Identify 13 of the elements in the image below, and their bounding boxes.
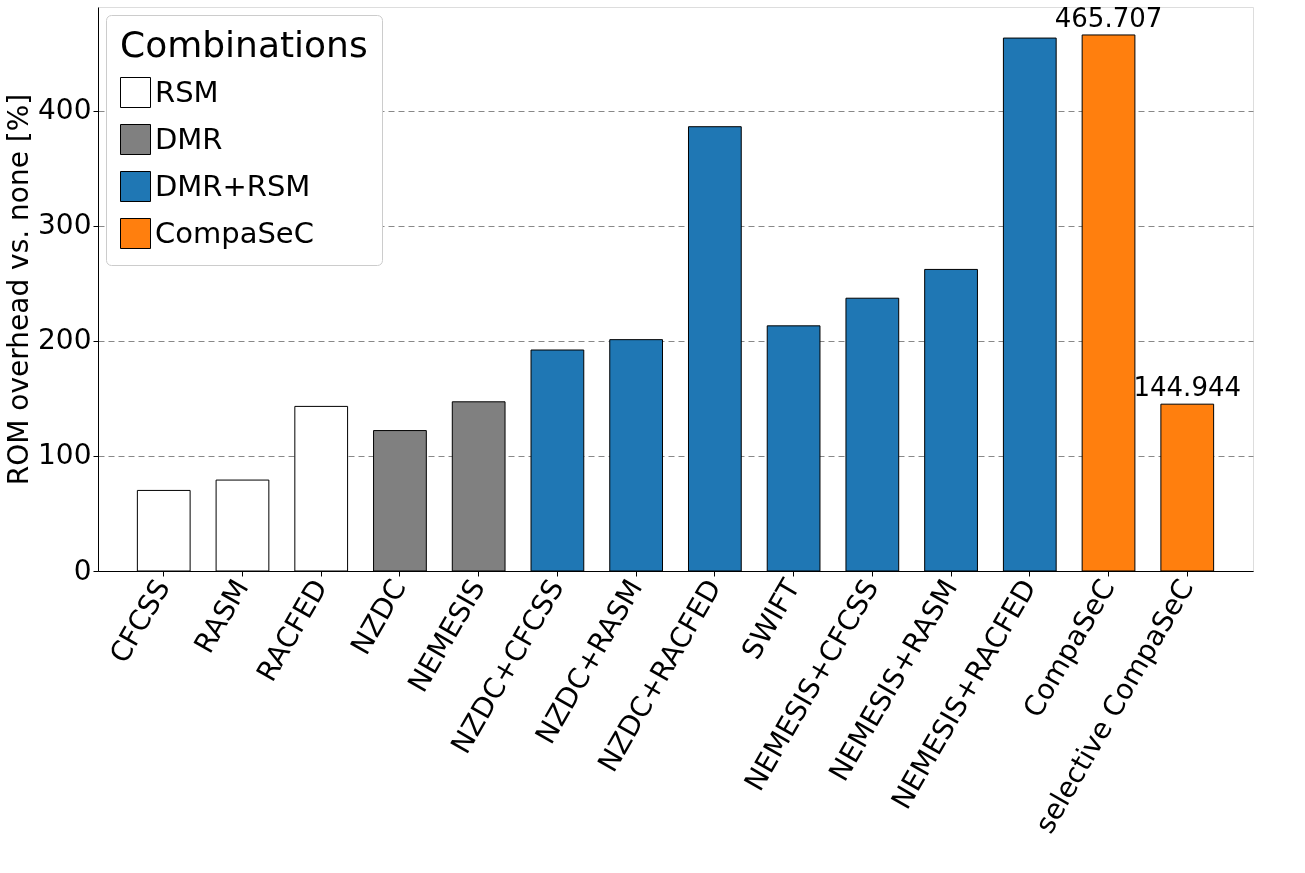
y-tick-label: 400 <box>38 93 92 127</box>
legend-label: CompaSeC <box>155 215 314 250</box>
legend-label: DMR+RSM <box>155 168 311 203</box>
y-tick-label: 100 <box>38 438 92 472</box>
data-label: 144.944 <box>1133 372 1242 403</box>
data-label: 465.707 <box>1054 2 1163 33</box>
y-axis-title: ROM overhead vs. none [%] <box>2 93 36 486</box>
legend-label: RSM <box>155 74 219 109</box>
y-tick-label: 300 <box>38 208 92 242</box>
y-tick-label: 0 <box>73 553 92 587</box>
legend-title: Combinations <box>120 24 368 65</box>
legend-label: DMR <box>155 121 223 156</box>
y-tick-label: 200 <box>38 323 92 357</box>
